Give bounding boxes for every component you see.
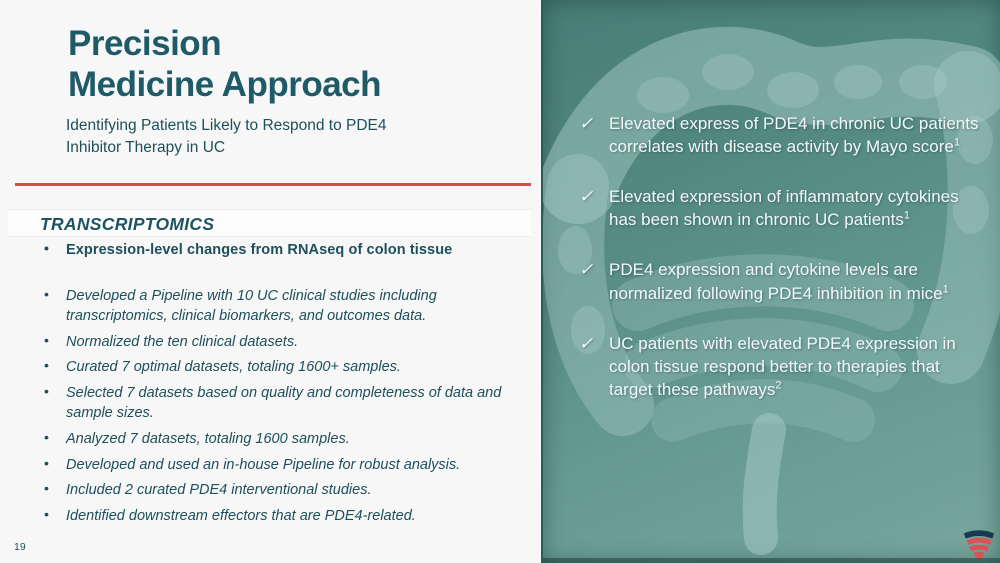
check-item-text: UC patients with elevated PDE4 expressio… (609, 333, 956, 399)
bullet-list: • Expression-level changes from RNAseq of… (42, 240, 534, 531)
footnote-superscript: 2 (775, 379, 782, 392)
check-item-text: Elevated expression of inflammatory cyto… (609, 187, 959, 230)
list-item: • Curated 7 optimal datasets, totaling 16… (42, 357, 534, 378)
list-item-text: Developed and used an in-house Pipeline … (66, 456, 461, 473)
key-findings-list: ✓ Elevated express of PDE4 in chronic UC … (579, 112, 986, 428)
bullet-dot: • (44, 454, 49, 471)
footnote-superscript: 1 (903, 209, 910, 222)
list-item: • Included 2 curated PDE4 interventional … (42, 480, 534, 501)
bullet-dot: • (44, 240, 50, 256)
section-heading: TRANSCRIPTOMICS (40, 214, 215, 234)
colon-illustration-image (543, 26, 1000, 555)
list-item-text: Developed a Pipeline with 10 UC clinical… (66, 287, 437, 325)
section-heading-strip: TRANSCRIPTOMICS (8, 209, 531, 237)
check-item-text: Elevated express of PDE4 in chronic UC p… (609, 114, 979, 157)
list-item-text: Selected 7 datasets based on quality and… (66, 384, 502, 422)
list-item: • Selected 7 datasets based on quality an… (42, 383, 534, 424)
check-item: ✓ Elevated express of PDE4 in chronic UC … (579, 112, 986, 158)
list-item: • Identified downstream effectors that ar… (42, 506, 534, 527)
list-item-text: Normalized the ten clinical datasets. (66, 333, 299, 350)
left-section: Precision Medicine Approach Identifying … (8, 24, 534, 553)
page-number: 19 (14, 541, 26, 553)
list-item-text: Expression-level changes from RNAseq of … (66, 242, 453, 258)
list-item-text: Identified downstream effectors that are… (66, 507, 416, 524)
checkmark-icon: ✓ (579, 187, 594, 207)
subtitle-line-1: Identifying Patients Likely to Respond t… (66, 117, 387, 134)
checkmark-icon: ✓ (579, 260, 594, 280)
check-item: ✓ UC patients with elevated PDE4 expressi… (579, 332, 986, 401)
footnote-superscript: 1 (942, 282, 949, 295)
right-panel: ✓ Elevated express of PDE4 in chronic UC … (541, 0, 1000, 563)
list-item-text: Included 2 curated PDE4 interventional s… (66, 482, 372, 499)
list-item-text: Curated 7 optimal datasets, totaling 160… (66, 359, 401, 376)
bullet-dot: • (44, 429, 49, 446)
list-item: • Normalized the ten clinical datasets. (42, 332, 534, 353)
list-item: • Expression-level changes from RNAseq of… (42, 240, 534, 261)
title-line-2: Medicine Approach (68, 64, 382, 104)
list-item: • Developed and used an in-house Pipeline… (42, 455, 534, 476)
footnote-superscript: 1 (953, 136, 960, 149)
bullet-dot: • (44, 285, 49, 302)
bullet-dot: • (44, 382, 49, 399)
list-item: • Analyzed 7 datasets, totaling 1600 samp… (42, 429, 534, 450)
bullet-dot: • (44, 331, 49, 348)
bullet-dot: • (44, 505, 49, 522)
check-item: ✓ PDE4 expression and cytokine levels are… (579, 258, 986, 304)
company-logo-icon (963, 530, 995, 560)
subtitle: Identifying Patients Likely to Respond t… (66, 115, 387, 159)
check-item-text: PDE4 expression and cytokine levels are … (609, 260, 943, 303)
check-item: ✓ Elevated expression of inflammatory cyt… (579, 185, 986, 231)
bullet-dot: • (44, 357, 49, 374)
page-title: Precision Medicine Approach (68, 24, 382, 106)
checkmark-icon: ✓ (579, 333, 594, 353)
title-line-1: Precision (68, 24, 222, 63)
checkmark-icon: ✓ (579, 114, 594, 133)
list-item: • Developed a Pipeline with 10 UC clinica… (42, 286, 534, 327)
list-item-text: Analyzed 7 datasets, totaling 1600 sampl… (66, 431, 350, 448)
red-divider (15, 183, 531, 186)
subtitle-line-2: Inhibitor Therapy in UC (66, 139, 226, 156)
bullet-dot: • (44, 480, 49, 497)
